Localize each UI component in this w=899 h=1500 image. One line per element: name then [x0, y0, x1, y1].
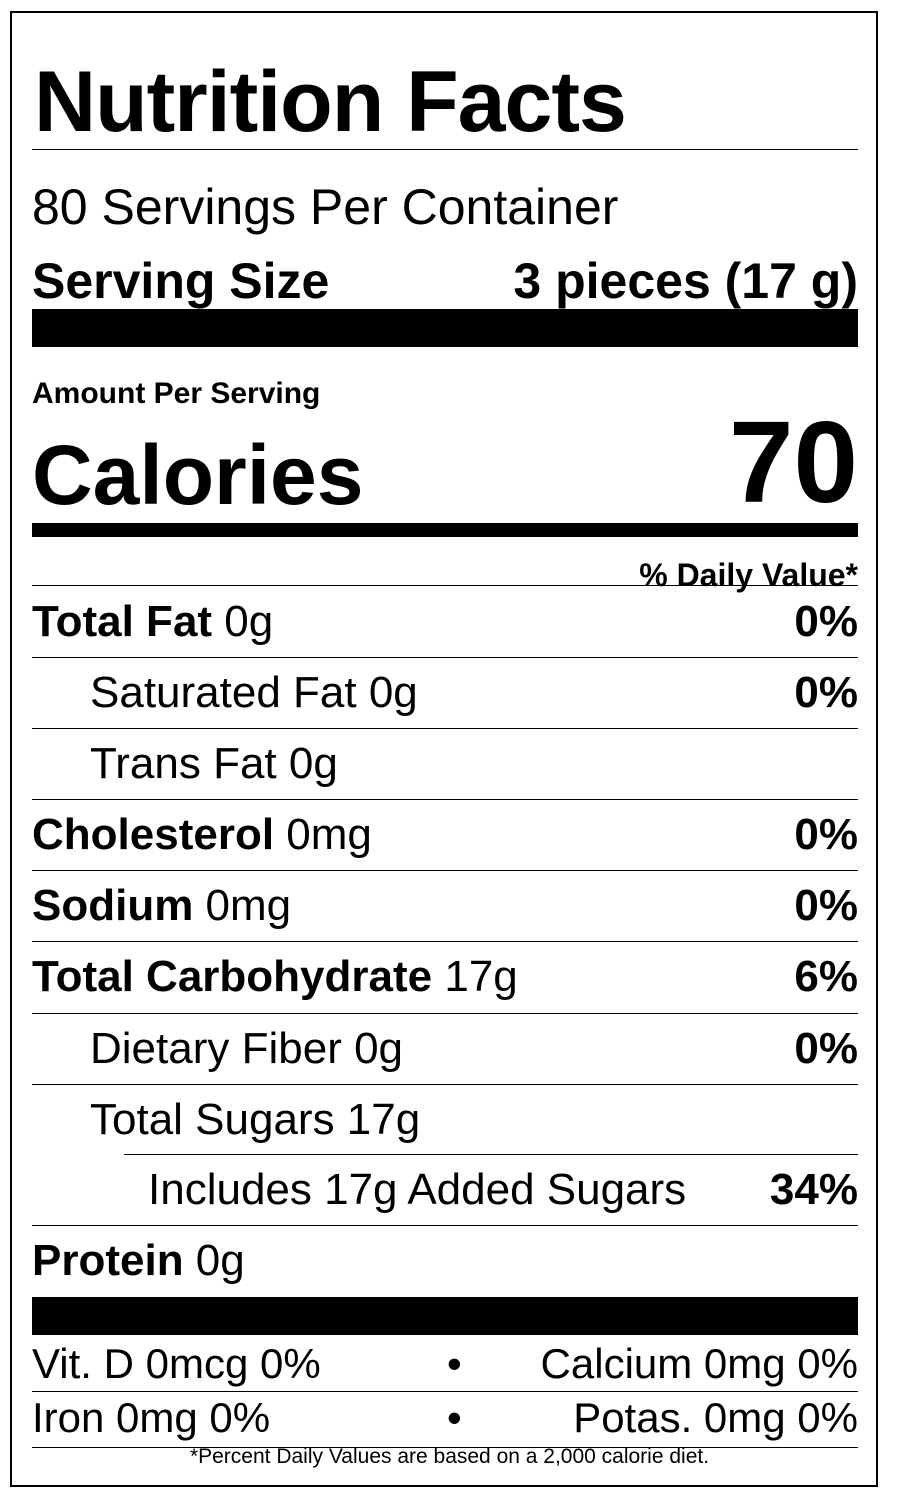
nutrient-amount: 0mg: [274, 810, 372, 859]
nutrient-row-dietary-fiber: Dietary Fiber 0g 0%: [32, 1014, 858, 1084]
divider: [32, 1447, 858, 1448]
nutrient-name: Sodium: [32, 881, 194, 930]
divider: [32, 799, 858, 800]
bullet-separator: •: [447, 1340, 462, 1387]
divider: [32, 870, 858, 871]
nutrient-dv: 34%: [769, 1165, 858, 1214]
divider: [124, 1154, 858, 1155]
amount-per-serving: Amount Per Serving: [32, 377, 321, 410]
nutrient-name: Cholesterol: [32, 810, 275, 859]
nutrient-name: Dietary Fiber 0g: [90, 1024, 404, 1073]
nutrient-row-added-sugars: Includes 17g Added Sugars 34%: [32, 1155, 858, 1225]
nutrient-dv: 0%: [794, 1024, 858, 1073]
nutrient-name: Total Sugars 17g: [90, 1095, 421, 1144]
nutrient-name: Total Carbohydrate: [32, 952, 433, 1001]
divider: [32, 1013, 858, 1014]
nutrient-name: Protein: [32, 1236, 184, 1285]
nutrient-row-trans-fat: Trans Fat 0g: [32, 729, 858, 799]
footnote: *Percent Daily Values are based on a 2,0…: [189, 1445, 710, 1468]
vitamin-right: Calcium 0mg 0%: [540, 1340, 858, 1387]
nutrient-dv: 6%: [794, 952, 858, 1001]
nutrient-name: Includes 17g Added Sugars: [148, 1165, 687, 1214]
nutrient-row-sodium: Sodium 0mg 0%: [32, 871, 858, 941]
label-title: Nutrition Facts: [34, 54, 627, 150]
nutrient-row-total-fat: Total Fat 0g 0%: [32, 587, 858, 657]
nutrient-dv: 0%: [794, 881, 858, 930]
nutrient-amount: 0mg: [193, 881, 292, 930]
nutrient-amount: 0g: [212, 597, 274, 646]
nutrient-dv: 0%: [794, 668, 858, 717]
daily-value-header: % Daily Value*: [639, 557, 858, 593]
nutrient-amount: 0g: [183, 1236, 245, 1285]
calories-value: 70: [728, 397, 858, 527]
nutrition-facts-panel: Nutrition Facts 80 Servings Per Containe…: [10, 11, 878, 1487]
serving-size-value: 3 pieces (17 g): [513, 253, 858, 309]
nutrient-row-saturated-fat: Saturated Fat 0g 0%: [32, 658, 858, 728]
medium-divider: [32, 523, 858, 537]
divider: [32, 1084, 858, 1085]
thick-divider: [32, 309, 858, 347]
nutrient-name: Trans Fat 0g: [90, 739, 338, 788]
divider: [32, 1391, 858, 1392]
divider: [32, 728, 858, 729]
vitamin-row: Iron 0mg 0% • Potas. 0mg 0%: [32, 1391, 858, 1445]
servings-per-container: 80 Servings Per Container: [32, 179, 619, 235]
divider: [32, 149, 858, 150]
vitamin-row: Vit. D 0mcg 0% • Calcium 0mg 0%: [32, 1337, 858, 1391]
nutrient-row-total-sugars: Total Sugars 17g: [32, 1085, 858, 1155]
vitamin-right: Potas. 0mg 0%: [573, 1394, 858, 1441]
nutrient-amount: 17g: [432, 952, 518, 1001]
divider: [32, 585, 858, 586]
nutrient-dv: 0%: [794, 810, 858, 859]
nutrient-row-protein: Protein 0g: [32, 1226, 858, 1296]
nutrient-name: Saturated Fat 0g: [90, 668, 418, 717]
divider: [32, 941, 858, 942]
vitamin-left: Vit. D 0mcg 0%: [32, 1340, 321, 1387]
serving-size-label: Serving Size: [32, 253, 330, 309]
nutrient-row-cholesterol: Cholesterol 0mg 0%: [32, 800, 858, 870]
thick-divider: [32, 1297, 858, 1335]
vitamin-left: Iron 0mg 0%: [32, 1394, 271, 1441]
calories-label: Calories: [32, 428, 364, 522]
nutrient-row-total-carbohydrate: Total Carbohydrate 17g 6%: [32, 942, 858, 1012]
divider: [32, 1225, 858, 1226]
nutrient-dv: 0%: [794, 597, 858, 646]
divider: [32, 657, 858, 658]
bullet-separator: •: [447, 1394, 462, 1441]
nutrient-name: Total Fat: [32, 597, 213, 646]
